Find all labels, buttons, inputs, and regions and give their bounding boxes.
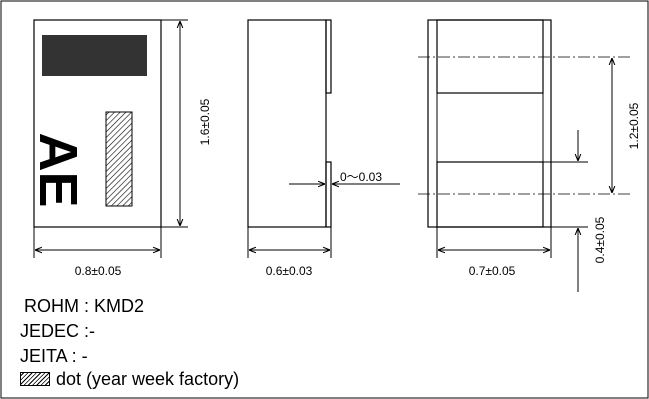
legend-text: dot (year week factory)	[56, 369, 240, 389]
pad-length-label: 0.4±0.05	[593, 216, 607, 263]
side-body	[247, 19, 327, 228]
side-step-bottom	[325, 161, 332, 228]
side-view	[247, 19, 332, 228]
front-dimensions: 0.8±0.05 1.6±0.05	[33, 19, 212, 278]
bottom-pad-bottom	[436, 161, 544, 228]
bottom-dimensions: 0.7±0.05 1.2±0.05 0.4±0.05	[436, 58, 641, 292]
bottom-pad-top	[436, 19, 544, 94]
front-body	[33, 19, 162, 228]
marking-text: AE	[28, 132, 88, 207]
pad-spacing-label: 1.2±0.05	[627, 102, 641, 149]
bottom-view	[418, 19, 632, 228]
bottom-width-label: 0.7±0.05	[469, 264, 516, 278]
side-step-label: 0～0.03	[340, 170, 382, 184]
side-dimensions: 0.6±0.03 0～0.03	[247, 170, 400, 278]
front-view: AE	[28, 19, 162, 228]
front-height-label: 1.6±0.05	[198, 98, 212, 145]
front-pad-mark	[42, 35, 147, 76]
legend: dot (year week factory)	[20, 369, 239, 389]
hatch-legend-icon	[20, 372, 50, 386]
side-width-label: 0.6±0.03	[266, 264, 313, 278]
jedec-code: JEDEC :-	[20, 321, 96, 341]
bottom-body	[427, 19, 552, 228]
front-width-label: 0.8±0.05	[75, 264, 122, 278]
rohm-code: ROHM : KMD2	[24, 296, 145, 316]
side-step-top	[325, 19, 332, 94]
jeita-code: JEITA : -	[20, 346, 88, 366]
date-code-hatch	[105, 111, 133, 207]
